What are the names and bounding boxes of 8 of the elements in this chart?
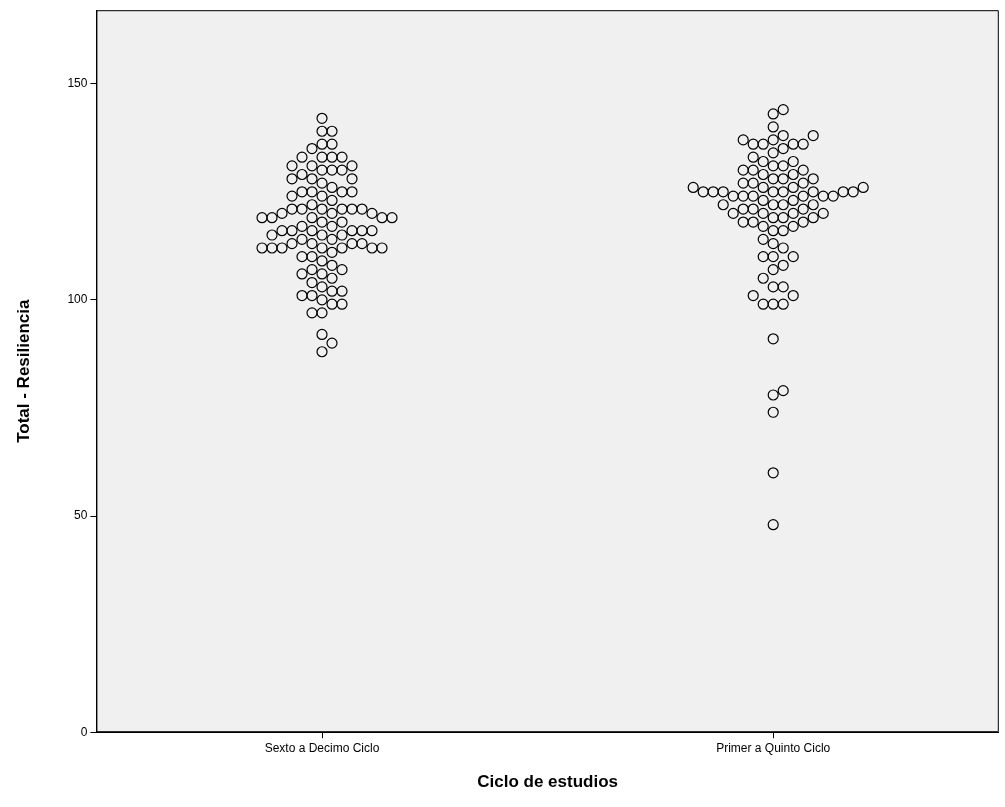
y-tick-label: 150	[67, 76, 88, 91]
x-tick-label: Primer a Quinto Ciclo	[716, 740, 831, 755]
y-tick-label: 50	[74, 508, 88, 523]
x-tick-label: Sexto a Decimo Ciclo	[264, 740, 380, 755]
y-tick-label: 0	[80, 724, 88, 739]
x-axis-title: Ciclo de estudios	[477, 772, 618, 792]
y-axis-title: Total - Resiliencia	[13, 299, 33, 443]
y-tick-label: 100	[67, 292, 88, 307]
